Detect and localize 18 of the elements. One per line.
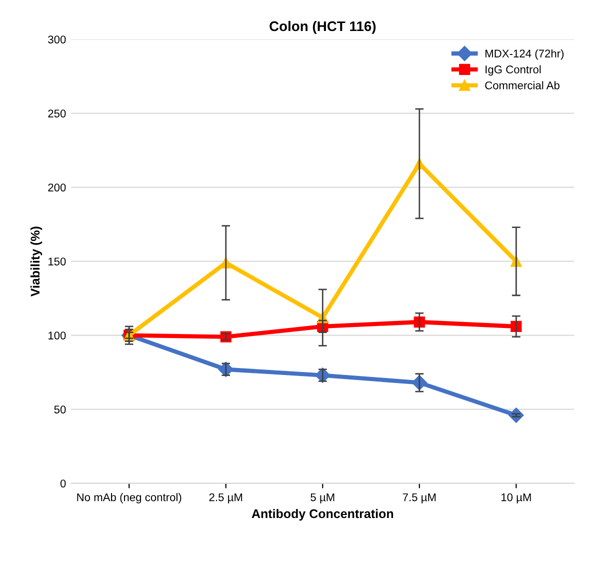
y-tick-label: 50 (54, 406, 66, 414)
chart-title: Colon (HCT 116) (270, 20, 376, 34)
y-tick-label: 200 (48, 184, 66, 192)
y-tick-label: 0 (60, 480, 66, 488)
x-tick-label: No mAb (neg control) (77, 493, 182, 504)
legend-label: Commercial Ab (485, 81, 560, 90)
y-axis-title: Viability (%) (30, 226, 42, 297)
y-tick-label: 100 (48, 332, 66, 340)
x-tick-label: 7.5 µM (402, 493, 436, 504)
legend-label: MDX-124 (72hr) (486, 49, 564, 60)
x-tick-label: 5 µM (310, 493, 334, 504)
y-tick-label: 250 (48, 110, 66, 118)
x-axis-title: Antibody Concentration (252, 508, 394, 521)
y-tick-label: 150 (48, 258, 66, 266)
y-tick-label: 300 (48, 36, 66, 44)
x-tick-label: 10 µM (501, 493, 531, 504)
x-tick-label: 2.5 µM (209, 493, 242, 504)
legend-label: IgG Control (486, 65, 541, 76)
